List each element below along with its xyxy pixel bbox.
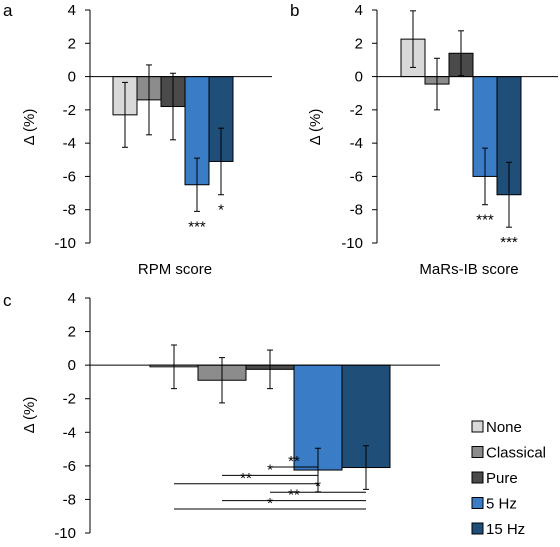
legend-label: 15 Hz [486, 521, 525, 538]
y-tick-label: -8 [63, 202, 76, 219]
significance-label: *** [476, 212, 494, 229]
y-tick-label: -4 [350, 135, 363, 152]
y-tick-label: 4 [355, 2, 363, 19]
x-axis-title: MaRs-IB score [419, 261, 518, 278]
y-tick-label: -8 [63, 491, 76, 508]
y-tick-label: 2 [355, 35, 363, 52]
y-tick-label: -6 [350, 168, 363, 185]
panel-a-letter: a [3, 1, 13, 20]
panel-b-letter: b [290, 1, 299, 20]
panel-b: b 4 2 0 -2 -4 -6 -8 -10 Δ (%) MaRs-IB score *** *** [290, 1, 558, 278]
y-tick-label: -6 [63, 168, 76, 185]
y-tick-label: 2 [68, 35, 76, 52]
y-tick-label: -2 [63, 102, 76, 119]
legend-swatch [471, 497, 484, 509]
y-axis-label: Δ (%) [21, 109, 38, 146]
y-tick-label: 0 [355, 69, 363, 86]
x-axis-title: RPM score [138, 261, 212, 278]
y-tick-label: 2 [68, 324, 76, 341]
panel-c-letter: c [3, 291, 12, 310]
y-tick-label: -10 [54, 235, 76, 252]
legend-swatch [471, 420, 484, 433]
y-tick-label: -10 [341, 235, 363, 252]
y-tick-label: 0 [68, 357, 76, 374]
legend-label: None [486, 419, 522, 436]
legend-label: 5 Hz [486, 496, 517, 513]
y-tick-label: 4 [68, 290, 76, 307]
comparison-label: * [315, 478, 321, 495]
y-tick-label: -2 [350, 102, 363, 119]
legend-label: Pure [486, 470, 518, 487]
legend-swatch [471, 446, 484, 458]
significance-label: *** [500, 234, 518, 251]
y-tick-label: -10 [54, 525, 76, 542]
y-tick-label: -4 [63, 424, 76, 441]
y-axis-label: Δ (%) [307, 109, 324, 146]
significance-label: * [218, 202, 224, 219]
y-tick-label: -8 [350, 202, 363, 219]
significance-label: *** [188, 218, 206, 235]
legend-swatch [471, 471, 484, 484]
legend-label: Classical [486, 445, 546, 462]
y-tick-label: -4 [63, 135, 76, 152]
comparison-label: ** [240, 470, 252, 487]
y-tick-label: -6 [63, 458, 76, 475]
panel-c: c 420-2-4-6-8-10Δ (%)***** **** [3, 290, 440, 542]
legend: None Classical Pure 5 Hz 15 Hz [471, 419, 546, 538]
comparison-label: * [267, 461, 273, 478]
panel-a: a 420-2-4-6-8-10Δ (%)RPM score**** [3, 1, 272, 278]
y-tick-label: 0 [68, 69, 76, 86]
comparison-label: ** [288, 487, 300, 504]
y-tick-label: -2 [63, 391, 76, 408]
legend-swatch [471, 522, 484, 535]
comparison-label: * [267, 495, 273, 512]
y-axis-label: Δ (%) [21, 397, 38, 434]
comparison-label: ** [288, 453, 300, 470]
y-tick-label: 4 [68, 2, 76, 19]
